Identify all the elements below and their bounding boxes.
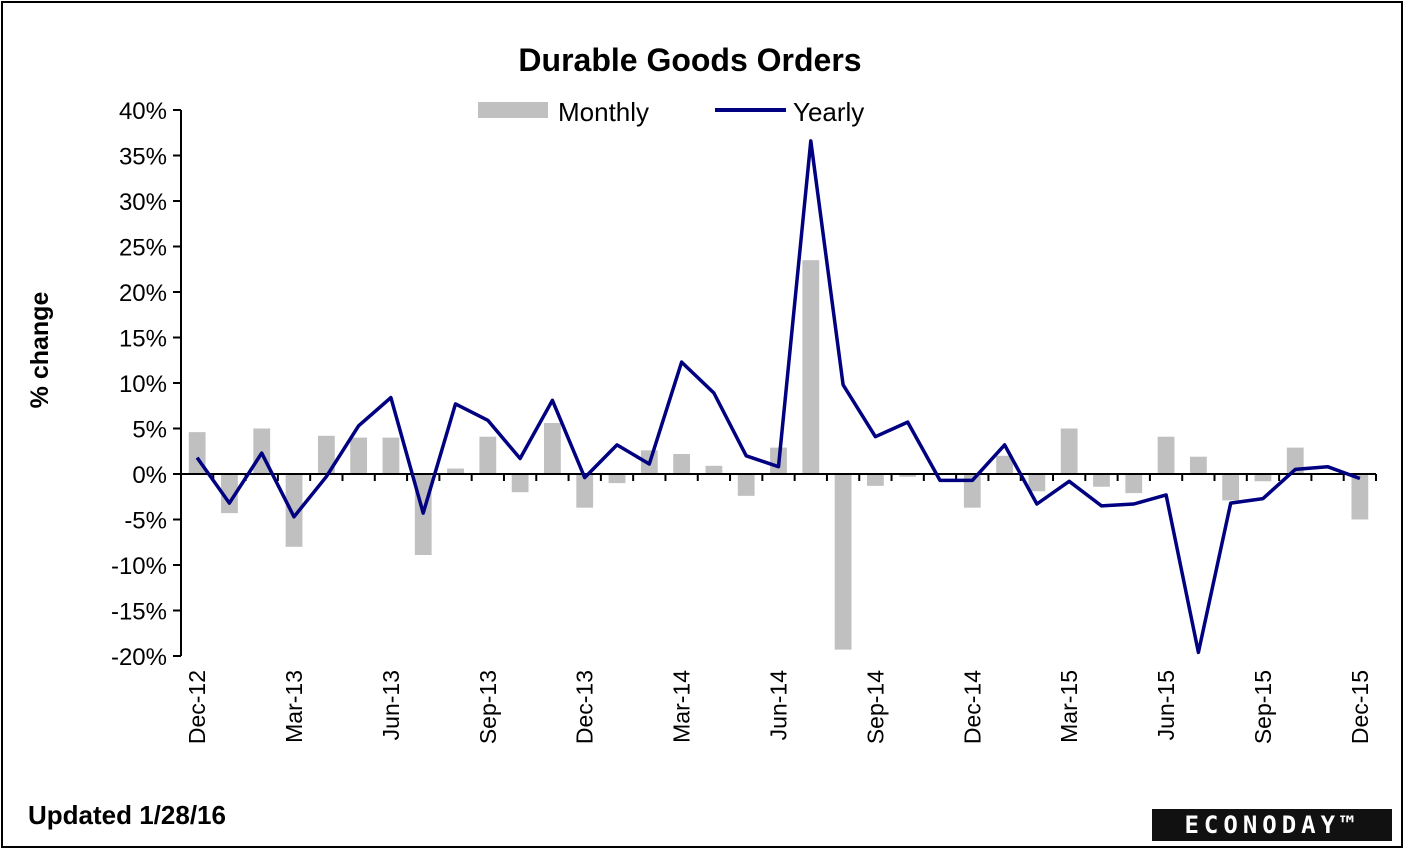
monthly-bar — [382, 437, 400, 474]
monthly-bar — [673, 453, 691, 474]
y-tick-label: -20% — [111, 644, 167, 671]
monthly-bar — [1060, 428, 1078, 474]
x-tick-label: Mar-15 — [1056, 670, 1082, 743]
monthly-bar — [899, 474, 917, 477]
monthly-bar — [576, 474, 594, 508]
y-axis-title: % change — [26, 292, 54, 409]
monthly-bar — [963, 474, 981, 508]
monthly-bar — [317, 435, 335, 474]
y-tick-label: 25% — [119, 235, 167, 262]
y-tick-label: -5% — [124, 508, 167, 535]
legend-label-monthly: Monthly — [558, 97, 649, 127]
monthly-bar — [479, 436, 497, 474]
y-tick-label: 40% — [119, 98, 167, 125]
econoday-logo: ECONODAY™ — [1152, 809, 1392, 841]
legend-swatch-monthly — [478, 102, 548, 118]
monthly-bar — [350, 437, 368, 474]
x-axis: Dec-12 Mar-13 Jun-13 Sep-13 Dec-13 Mar-14 Jun-… — [184, 670, 1373, 744]
updated-note: Updated 1/28/16 — [28, 800, 226, 830]
x-tick-label: Sep-15 — [1250, 670, 1276, 744]
y-tick-label: -10% — [111, 553, 167, 580]
x-tick-label: Jun-14 — [766, 670, 792, 741]
y-tick-label: 15% — [119, 326, 167, 353]
y-tick-label: 30% — [119, 189, 167, 216]
yearly-line-layer — [195, 139, 1361, 655]
monthly-bar — [608, 474, 626, 484]
x-tick-label: Dec-14 — [959, 670, 985, 744]
x-tick-label: Mar-14 — [669, 670, 695, 743]
monthly-bar — [705, 465, 723, 474]
y-tick-label: 10% — [119, 371, 167, 398]
y-tick-label: 20% — [119, 280, 167, 307]
legend-label-yearly: Yearly — [793, 97, 864, 127]
monthly-bar — [1028, 474, 1046, 492]
x-tick-label: Dec-13 — [572, 670, 598, 744]
x-tick-label: Dec-12 — [184, 670, 210, 744]
monthly-bar — [221, 474, 238, 514]
chart-title: Durable Goods Orders — [518, 42, 861, 78]
x-tick-label: Sep-14 — [862, 670, 888, 744]
monthly-bar — [866, 474, 884, 486]
monthly-bar — [1125, 474, 1143, 494]
x-tick-label: Jun-13 — [378, 670, 404, 740]
x-tick-label: Jun-15 — [1153, 670, 1179, 740]
y-tick-label: 35% — [119, 144, 167, 171]
x-tick-label: Sep-13 — [475, 670, 501, 744]
monthly-bar — [1189, 456, 1207, 474]
monthly-bar — [1254, 474, 1272, 482]
monthly-bar — [1157, 436, 1175, 474]
monthly-bar — [511, 474, 529, 493]
monthly-bar — [285, 474, 303, 547]
monthly-bar — [996, 455, 1013, 474]
monthly-bar — [447, 468, 464, 474]
monthly-bar — [802, 260, 820, 474]
axes — [180, 110, 1377, 656]
monthly-bar — [1222, 474, 1240, 501]
y-tick-label: 0% — [132, 462, 167, 489]
y-axis: 40% 35% 30% 25% 20% 15% 10% 5% 0% -5% -10% -15% -20% — [111, 98, 181, 671]
monthly-bar — [834, 474, 852, 650]
y-tick-label: 5% — [132, 417, 167, 444]
monthly-bar — [737, 474, 755, 496]
x-tick-label: Dec-15 — [1347, 670, 1373, 744]
monthly-bar — [544, 423, 561, 474]
legend: Monthly Yearly — [478, 97, 864, 127]
y-tick-label: -15% — [111, 599, 167, 626]
yearly-series-line — [195, 139, 1361, 655]
monthly-bar — [1351, 474, 1369, 520]
monthly-bar — [1093, 474, 1110, 487]
x-tick-label: Mar-13 — [281, 670, 307, 743]
